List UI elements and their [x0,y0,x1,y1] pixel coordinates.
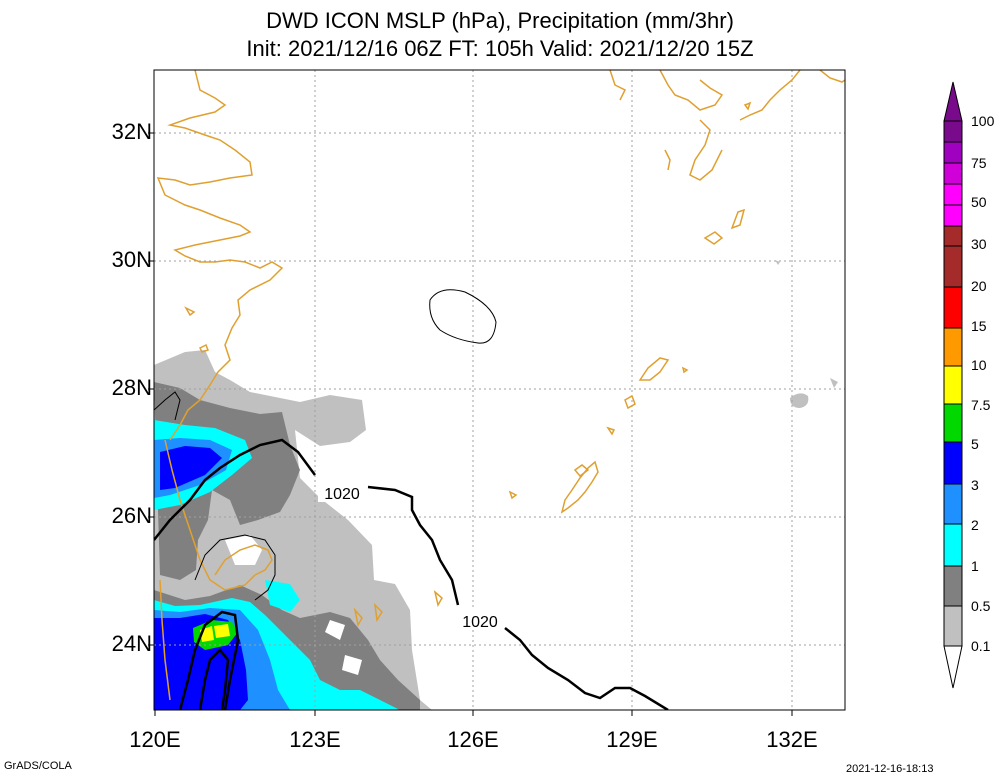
contour-label-bg-1 [318,482,366,502]
colorbar-top-arrow [943,81,963,122]
lon-label-132e: 132E [766,727,818,752]
colorbar-label-75: 75 [971,155,987,171]
colorbar-label-50: 50 [971,194,987,210]
contour-label-1: 1020 [324,486,360,503]
colorbar-segments [943,120,963,689]
colorbar-label-100: 100 [971,113,995,129]
map-title-line2: Init: 2021/12/16 06Z FT: 105h Valid: 202… [246,36,754,61]
isobar-south-inner [198,648,230,710]
lat-label-28n: 28N [111,375,152,400]
precip-blue3 [160,446,222,490]
colorbar-label-10: 10 [971,357,987,373]
lat-label-24n: 24N [111,631,152,656]
isobar-south-loop [178,610,240,710]
isobars [154,289,669,710]
colorbar-label-0-5: 0.5 [971,598,991,614]
footer-right: 2021-12-16-18:13 [846,763,934,775]
lat-label-26n: 26N [111,503,152,528]
colorbar-label-2: 2 [971,517,979,533]
isobar-thin-north-loop [429,289,497,344]
isobar-thin-coast [154,391,181,421]
lat-label-30n: 30N [111,247,152,272]
precip-yellow [200,624,230,642]
isobar-1020-main [154,438,317,541]
lon-label-123e: 123E [289,727,341,752]
colorbar-label-0-1: 0.1 [971,638,991,654]
colorbar-bottom-arrow [943,645,963,689]
isobar-1020-southeast [504,627,669,710]
coastlines [156,70,845,701]
grid-lines [154,70,845,710]
colorbar-label-1: 1 [971,558,979,574]
colorbar-label-7-5: 7.5 [971,397,991,413]
precip-gaps [225,535,362,675]
lon-label-120e: 120E [129,727,181,752]
footer-left: GrADS/COLA [4,760,72,772]
lon-label-129e: 129E [606,727,658,752]
axis-ticks [148,132,793,716]
colorbar-label-20: 20 [971,278,987,294]
isobar-thin-west-loop [194,534,276,601]
colorbar-label-5: 5 [971,436,979,452]
contour-label-2: 1020 [462,614,498,631]
lat-label-32n: 32N [111,119,152,144]
colorbar-label-3: 3 [971,477,979,493]
isobar-1020-east [367,485,460,606]
precip-light-gray-islands [775,260,838,408]
precipitation-shading [154,260,838,710]
colorbar-label-30: 30 [971,236,987,252]
contour-label-bg-2 [456,610,504,630]
colorbar-label-15: 15 [971,318,987,334]
plot-border [153,69,846,711]
map-title-line1: DWD ICON MSLP (hPa), Precipitation (mm/3… [266,8,734,33]
precip-cyan-blobs [265,580,300,612]
lon-label-126e: 126E [447,727,499,752]
